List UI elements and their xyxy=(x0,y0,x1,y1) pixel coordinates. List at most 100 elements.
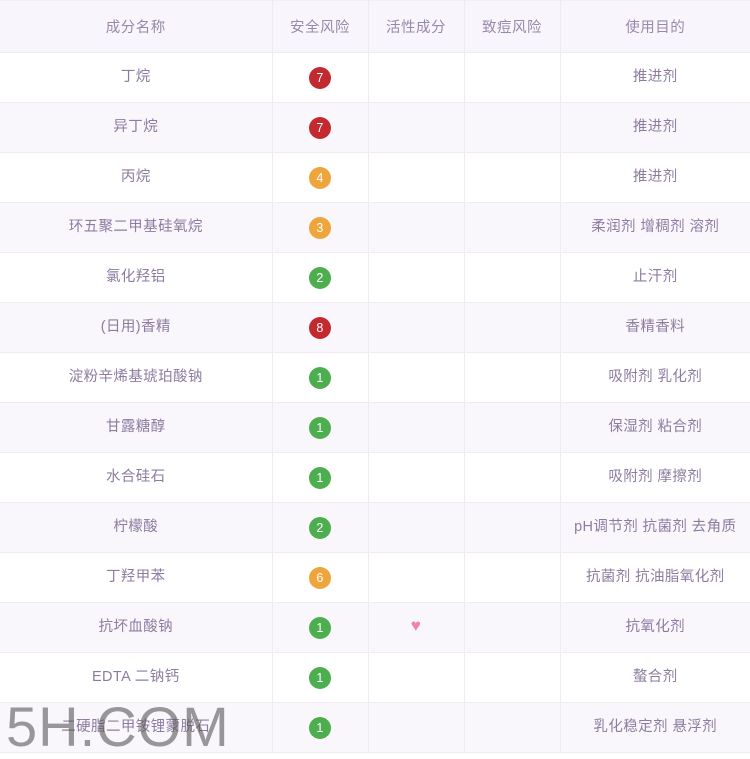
cell-safety-risk: 6 xyxy=(272,552,369,603)
table-row[interactable]: 柠檬酸 2 pH调节剂 抗菌剂 去角质 xyxy=(0,502,750,553)
cell-ingredient-name: 甘露糖醇 xyxy=(0,402,273,453)
cell-safety-risk: 4 xyxy=(272,152,369,203)
table-row[interactable]: 异丁烷 7 推进剂 xyxy=(0,102,750,153)
cell-acne-risk xyxy=(464,452,561,503)
cell-purpose: 推进剂 xyxy=(560,152,750,203)
cell-safety-risk: 2 xyxy=(272,502,369,553)
cell-acne-risk xyxy=(464,552,561,603)
cell-ingredient-name: 二硬脂二甲铵锂蒙脱石 xyxy=(0,702,273,753)
cell-purpose: 香精香料 xyxy=(560,302,750,353)
cell-ingredient-name: EDTA 二钠钙 xyxy=(0,652,273,703)
cell-ingredient-name: 丙烷 xyxy=(0,152,273,203)
risk-score-badge: 1 xyxy=(309,666,331,689)
cell-active-ingredient xyxy=(368,102,465,153)
column-header-acne: 致痘风险 xyxy=(464,0,561,53)
cell-active-ingredient xyxy=(368,352,465,403)
cell-safety-risk: 1 xyxy=(272,702,369,753)
cell-purpose: 螯合剂 xyxy=(560,652,750,703)
column-header-name: 成分名称 xyxy=(0,0,273,53)
cell-safety-risk: 1 xyxy=(272,352,369,403)
cell-purpose: 吸附剂 乳化剂 xyxy=(560,352,750,403)
cell-purpose: 推进剂 xyxy=(560,102,750,153)
table-row[interactable]: 环五聚二甲基硅氧烷 3 柔润剂 增稠剂 溶剂 xyxy=(0,202,750,253)
cell-active-ingredient xyxy=(368,52,465,103)
cell-ingredient-name: 异丁烷 xyxy=(0,102,273,153)
cell-purpose: 推进剂 xyxy=(560,52,750,103)
table-row[interactable]: 抗坏血酸钠 1 ♥ 抗氧化剂 xyxy=(0,602,750,653)
risk-score-badge: 1 xyxy=(309,616,331,639)
table-row[interactable]: 氯化羟铝 2 止汗剂 xyxy=(0,252,750,303)
cell-purpose: 抗菌剂 抗油脂氧化剂 xyxy=(560,552,750,603)
cell-safety-risk: 1 xyxy=(272,652,369,703)
table-row[interactable]: 水合硅石 1 吸附剂 摩擦剂 xyxy=(0,452,750,503)
cell-acne-risk xyxy=(464,702,561,753)
cell-ingredient-name: 淀粉辛烯基琥珀酸钠 xyxy=(0,352,273,403)
risk-score-badge: 7 xyxy=(309,66,331,89)
risk-score-badge: 1 xyxy=(309,366,331,389)
risk-score-badge: 7 xyxy=(309,116,331,139)
cell-ingredient-name: 丁烷 xyxy=(0,52,273,103)
cell-acne-risk xyxy=(464,652,561,703)
table-row[interactable]: 丙烷 4 推进剂 xyxy=(0,152,750,203)
risk-score-badge: 3 xyxy=(309,216,331,239)
risk-score-badge: 1 xyxy=(309,466,331,489)
risk-score-badge: 1 xyxy=(309,716,331,739)
risk-score-badge: 1 xyxy=(309,416,331,439)
risk-score-badge: 6 xyxy=(309,566,331,589)
cell-safety-risk: 1 xyxy=(272,402,369,453)
cell-safety-risk: 7 xyxy=(272,102,369,153)
risk-score-badge: 4 xyxy=(309,166,331,189)
cell-active-ingredient xyxy=(368,302,465,353)
cell-ingredient-name: 丁羟甲苯 xyxy=(0,552,273,603)
cell-ingredient-name: 水合硅石 xyxy=(0,452,273,503)
cell-active-ingredient xyxy=(368,552,465,603)
cell-purpose: 吸附剂 摩擦剂 xyxy=(560,452,750,503)
cell-active-ingredient xyxy=(368,252,465,303)
cell-ingredient-name: 环五聚二甲基硅氧烷 xyxy=(0,202,273,253)
column-header-purpose: 使用目的 xyxy=(560,0,750,53)
cell-purpose: 抗氧化剂 xyxy=(560,602,750,653)
cell-acne-risk xyxy=(464,502,561,553)
table-row[interactable]: 甘露糖醇 1 保湿剂 粘合剂 xyxy=(0,402,750,453)
cell-active-ingredient xyxy=(368,502,465,553)
table-row[interactable]: EDTA 二钠钙 1 螯合剂 xyxy=(0,652,750,703)
table-row[interactable]: 丁羟甲苯 6 抗菌剂 抗油脂氧化剂 xyxy=(0,552,750,603)
cell-purpose: 乳化稳定剂 悬浮剂 xyxy=(560,702,750,753)
heart-icon: ♥ xyxy=(410,616,422,636)
risk-score-badge: 2 xyxy=(309,516,331,539)
cell-active-ingredient xyxy=(368,202,465,253)
cell-active-ingredient xyxy=(368,452,465,503)
cell-active-ingredient xyxy=(368,152,465,203)
table-body: 丁烷 7 推进剂 异丁烷 7 推进剂 丙烷 4 推进剂 环五聚二甲基硅氧烷 3 柔润剂 增稠剂 溶剂氯… xyxy=(0,52,750,753)
table-row[interactable]: 二硬脂二甲铵锂蒙脱石 1 乳化稳定剂 悬浮剂 xyxy=(0,702,750,753)
cell-safety-risk: 7 xyxy=(272,52,369,103)
cell-acne-risk xyxy=(464,152,561,203)
cell-acne-risk xyxy=(464,302,561,353)
cell-safety-risk: 2 xyxy=(272,252,369,303)
cell-acne-risk xyxy=(464,202,561,253)
risk-score-badge: 2 xyxy=(309,266,331,289)
cell-active-ingredient xyxy=(368,702,465,753)
table-header: 成分名称 安全风险 活性成分 致痘风险 使用目的 xyxy=(0,0,750,53)
cell-acne-risk xyxy=(464,402,561,453)
cell-safety-risk: 1 xyxy=(272,452,369,503)
cell-acne-risk xyxy=(464,602,561,653)
cell-active-ingredient xyxy=(368,402,465,453)
cell-safety-risk: 8 xyxy=(272,302,369,353)
cell-acne-risk xyxy=(464,352,561,403)
risk-score-badge: 8 xyxy=(309,316,331,339)
table-row[interactable]: 淀粉辛烯基琥珀酸钠 1 吸附剂 乳化剂 xyxy=(0,352,750,403)
cell-active-ingredient xyxy=(368,652,465,703)
table-row[interactable]: (日用)香精 8 香精香料 xyxy=(0,302,750,353)
cell-ingredient-name: 柠檬酸 xyxy=(0,502,273,553)
cell-safety-risk: 1 xyxy=(272,602,369,653)
cell-purpose: 保湿剂 粘合剂 xyxy=(560,402,750,453)
cell-safety-risk: 3 xyxy=(272,202,369,253)
cell-active-ingredient: ♥ xyxy=(368,602,465,653)
table-row[interactable]: 丁烷 7 推进剂 xyxy=(0,52,750,103)
cell-purpose: pH调节剂 抗菌剂 去角质 xyxy=(560,502,750,553)
cell-purpose: 柔润剂 增稠剂 溶剂 xyxy=(560,202,750,253)
cell-purpose: 止汗剂 xyxy=(560,252,750,303)
column-header-active: 活性成分 xyxy=(368,0,465,53)
